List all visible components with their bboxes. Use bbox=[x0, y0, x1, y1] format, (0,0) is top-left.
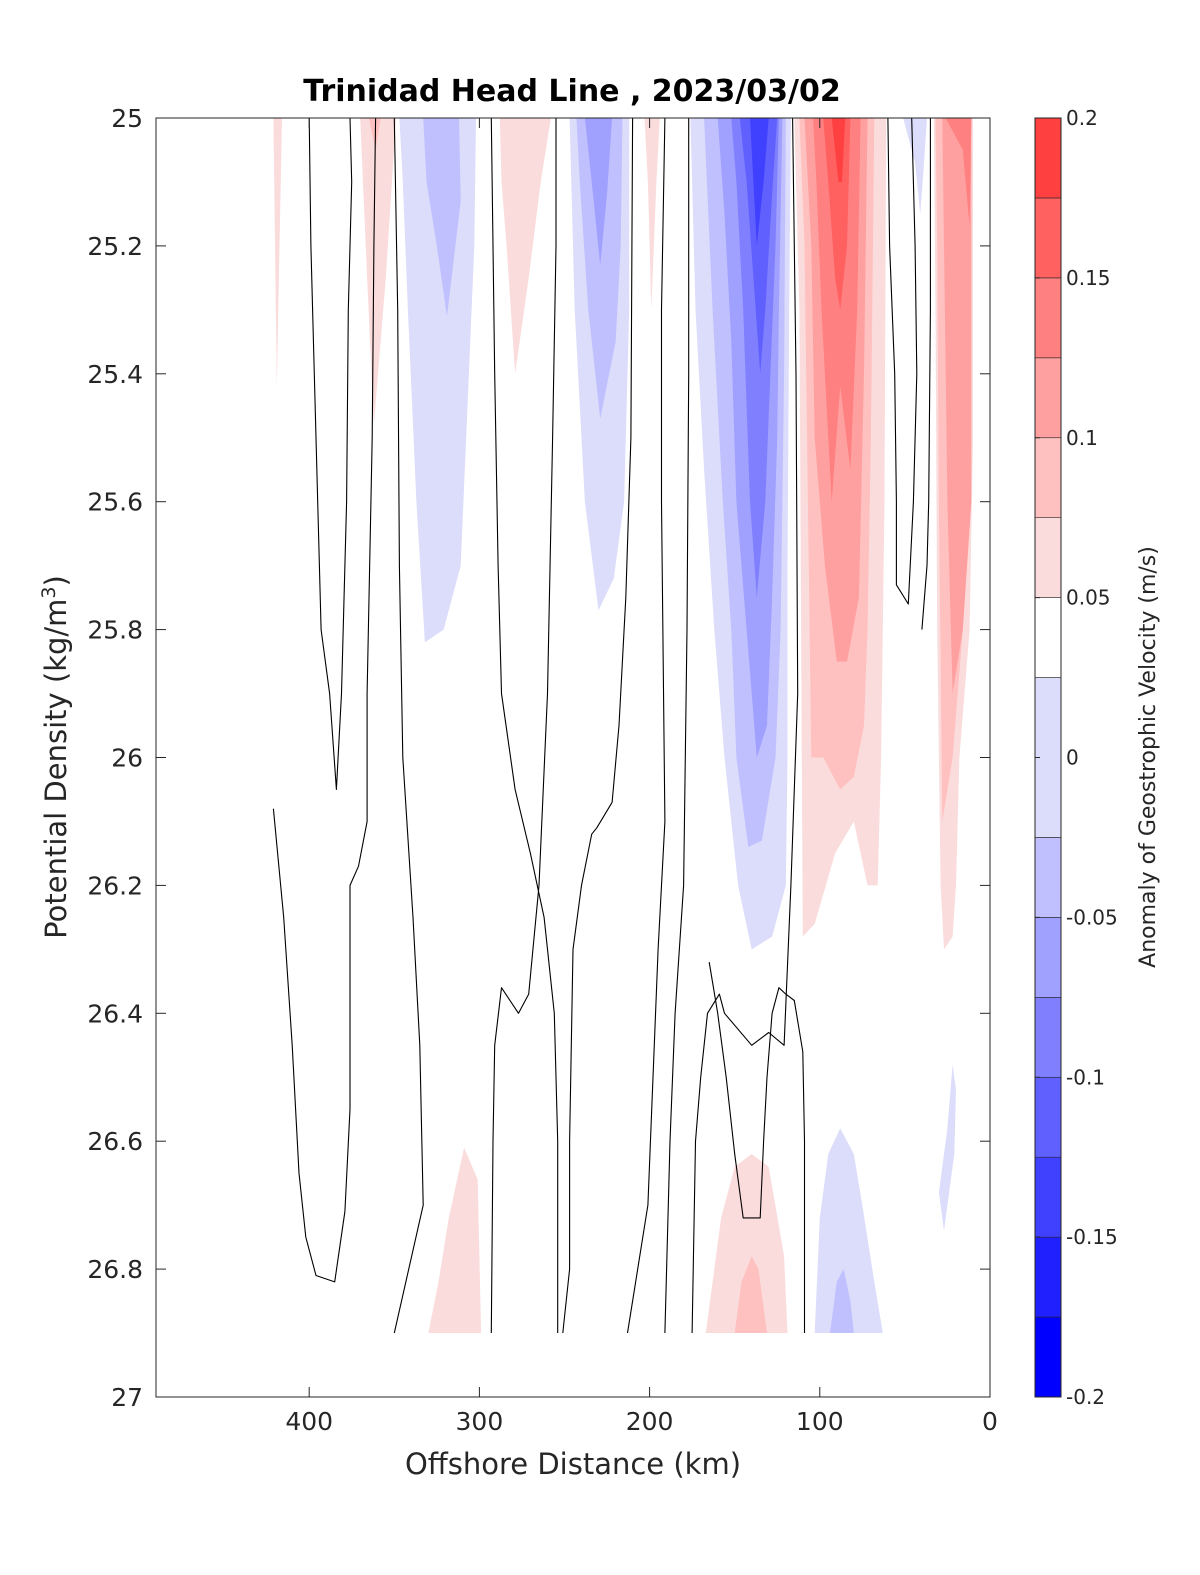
colorbar-ticks: 0.2 0.15 0.1 0.05 0 -0.05 -0.1 -0.15 -0.2 bbox=[1035, 106, 1118, 1409]
zero-contour-11 bbox=[708, 962, 806, 1333]
x-axis: 400 300 200 100 0 bbox=[285, 118, 998, 1436]
anomaly-region-7 bbox=[576, 118, 623, 419]
anomaly-region-4 bbox=[423, 118, 461, 317]
anomaly-region-0 bbox=[273, 118, 282, 387]
colorbar-band bbox=[1034, 1076, 1062, 1158]
anomaly-region-29 bbox=[734, 1256, 767, 1333]
colorbar-band bbox=[1034, 997, 1062, 1078]
anomaly-region-1 bbox=[360, 118, 396, 425]
anomaly-region-20 bbox=[823, 118, 851, 310]
y-tick-label: 26.6 bbox=[87, 1127, 143, 1156]
colorbar-band bbox=[1034, 277, 1062, 359]
zero-contour-2 bbox=[393, 118, 424, 1334]
zero-contour-8 bbox=[691, 118, 799, 1334]
anomaly-region-26 bbox=[945, 118, 972, 227]
y-axis-label-superscript: 3 bbox=[38, 586, 60, 598]
zero-contour-4 bbox=[490, 118, 557, 1334]
colorbar-band bbox=[1034, 597, 1062, 678]
anomaly-region-15 bbox=[750, 118, 769, 246]
colorbar-band bbox=[1034, 357, 1062, 439]
y-axis: 25 25.2 25.4 25.6 25.8 26 26.2 26.4 26.6 26.8 27 bbox=[87, 104, 990, 1412]
anomaly-region-14 bbox=[739, 118, 778, 374]
colorbar-band bbox=[1034, 917, 1062, 998]
zero-contour-10 bbox=[921, 118, 931, 630]
anomaly-region-8 bbox=[584, 118, 613, 266]
anomaly-fills bbox=[273, 118, 973, 1333]
colorbar-tick-label: 0 bbox=[1066, 746, 1079, 770]
anomaly-region-2 bbox=[368, 118, 381, 150]
y-axis-label-main: Potential Density (kg/m bbox=[39, 599, 73, 939]
y-tick-label: 25.8 bbox=[87, 616, 143, 645]
anomaly-region-32 bbox=[938, 1064, 956, 1231]
x-tick-label: 200 bbox=[626, 1407, 674, 1436]
colorbar-label: Anomaly of Geostrophic Velocity (m/s) bbox=[1136, 546, 1161, 968]
anomaly-region-28 bbox=[705, 1154, 788, 1333]
colorbar-band bbox=[1034, 437, 1062, 518]
colorbar-band bbox=[1034, 517, 1062, 598]
y-tick-label: 25 bbox=[111, 104, 143, 133]
anomaly-region-30 bbox=[814, 1128, 883, 1333]
x-tick-label: 0 bbox=[982, 1407, 998, 1436]
y-tick-label: 26.4 bbox=[87, 999, 143, 1028]
zero-contour-9 bbox=[887, 118, 918, 605]
colorbar-tick-label: -0.1 bbox=[1066, 1065, 1105, 1089]
x-axis-label: Offshore Distance (km) bbox=[405, 1447, 741, 1481]
y-tick-label: 26.2 bbox=[87, 871, 143, 900]
x-tick-label: 300 bbox=[456, 1407, 504, 1436]
colorbar-tick-label: 0.2 bbox=[1066, 106, 1098, 130]
chart-title: Trinidad Head Line , 2023/03/02 bbox=[303, 74, 840, 109]
colorbar-tick-label: 0.05 bbox=[1066, 586, 1111, 610]
colorbar-band bbox=[1034, 1316, 1062, 1398]
zero-contours bbox=[272, 118, 931, 1334]
colorbar-tick-label: 0.1 bbox=[1066, 426, 1098, 450]
y-tick-label: 25.4 bbox=[87, 360, 143, 389]
anomaly-region-9 bbox=[644, 118, 660, 310]
y-tick-label: 25.2 bbox=[87, 232, 143, 261]
y-tick-label: 25.6 bbox=[87, 488, 143, 517]
anomaly-region-21 bbox=[831, 118, 846, 182]
y-axis-label: Potential Density (kg/m3) bbox=[38, 575, 73, 939]
colorbar-band bbox=[1034, 1236, 1062, 1318]
anomaly-region-3 bbox=[399, 118, 476, 643]
zero-contour-3 bbox=[490, 118, 559, 1333]
anomaly-region-22 bbox=[903, 118, 927, 214]
colorbar-tick-label: -0.15 bbox=[1066, 1225, 1118, 1249]
x-tick-label: 100 bbox=[796, 1407, 844, 1436]
colorbar-tick-label: -0.2 bbox=[1066, 1385, 1105, 1409]
y-axis-label-close: ) bbox=[39, 575, 73, 586]
x-tick-label: 400 bbox=[285, 1407, 333, 1436]
anomaly-region-25 bbox=[942, 118, 972, 694]
anomaly-region-19 bbox=[813, 118, 861, 502]
y-tick-label: 26.8 bbox=[87, 1255, 143, 1284]
colorbar-band bbox=[1034, 117, 1062, 199]
y-tick-label: 27 bbox=[111, 1383, 143, 1412]
zero-contour-0 bbox=[308, 118, 353, 791]
colorbar bbox=[1034, 117, 1062, 1398]
y-tick-label: 26 bbox=[111, 744, 143, 773]
zero-contour-6 bbox=[626, 118, 666, 1334]
zero-contour-5 bbox=[562, 118, 634, 1334]
anomaly-region-31 bbox=[830, 1269, 854, 1333]
colorbar-band bbox=[1034, 197, 1062, 279]
colorbar-tick-label: -0.05 bbox=[1066, 905, 1118, 929]
zero-contour-1 bbox=[272, 118, 377, 1283]
anomaly-region-5 bbox=[499, 118, 551, 374]
anomaly-region-27 bbox=[428, 1147, 482, 1333]
colorbar-tick-label: 0.15 bbox=[1066, 266, 1111, 290]
colorbar-band bbox=[1034, 837, 1062, 918]
zero-contour-7 bbox=[664, 118, 690, 1334]
colorbar-band bbox=[1034, 1156, 1062, 1238]
